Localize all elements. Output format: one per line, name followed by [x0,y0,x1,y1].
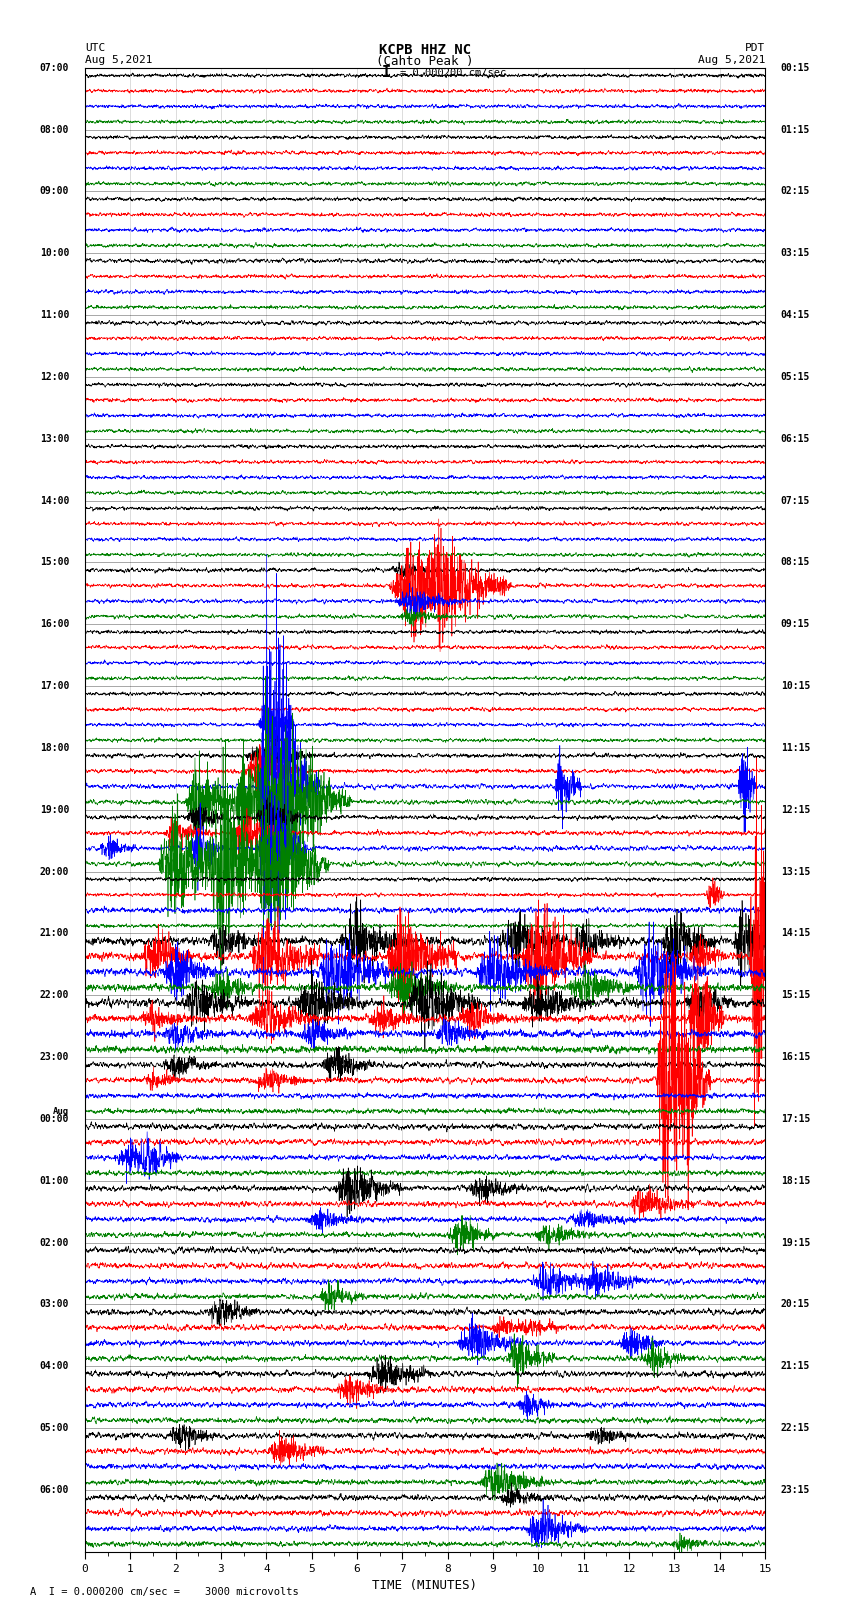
Text: Aug: Aug [53,1107,69,1116]
Text: I: I [382,65,391,81]
Text: 05:00: 05:00 [40,1423,69,1432]
Text: (Cahto Peak ): (Cahto Peak ) [377,55,473,68]
Text: 15:15: 15:15 [781,990,810,1000]
Text: 19:00: 19:00 [40,805,69,815]
Text: 23:00: 23:00 [40,1052,69,1061]
Text: 08:15: 08:15 [781,558,810,568]
Text: 15:00: 15:00 [40,558,69,568]
Text: 04:15: 04:15 [781,310,810,319]
Text: 22:00: 22:00 [40,990,69,1000]
Text: 03:15: 03:15 [781,248,810,258]
Text: 11:00: 11:00 [40,310,69,319]
Text: 05:15: 05:15 [781,373,810,382]
Text: 17:00: 17:00 [40,681,69,690]
Text: 21:00: 21:00 [40,929,69,939]
Text: 17:15: 17:15 [781,1115,810,1124]
Text: 11:15: 11:15 [781,744,810,753]
Text: PDT: PDT [745,44,765,53]
Text: 01:15: 01:15 [781,124,810,134]
Text: 06:15: 06:15 [781,434,810,444]
Text: Aug 5,2021: Aug 5,2021 [85,55,152,65]
X-axis label: TIME (MINUTES): TIME (MINUTES) [372,1579,478,1592]
Text: 00:00: 00:00 [40,1115,69,1124]
Text: 14:00: 14:00 [40,495,69,505]
Text: 12:15: 12:15 [781,805,810,815]
Text: 23:15: 23:15 [781,1486,810,1495]
Text: 07:00: 07:00 [40,63,69,73]
Text: KCPB HHZ NC: KCPB HHZ NC [379,44,471,56]
Text: 06:00: 06:00 [40,1486,69,1495]
Text: 13:15: 13:15 [781,866,810,876]
Text: 10:15: 10:15 [781,681,810,690]
Text: 03:00: 03:00 [40,1300,69,1310]
Text: 08:00: 08:00 [40,124,69,134]
Text: 07:15: 07:15 [781,495,810,505]
Text: Aug 5,2021: Aug 5,2021 [698,55,765,65]
Text: 16:15: 16:15 [781,1052,810,1061]
Text: 16:00: 16:00 [40,619,69,629]
Text: 18:00: 18:00 [40,744,69,753]
Text: 20:15: 20:15 [781,1300,810,1310]
Text: 04:00: 04:00 [40,1361,69,1371]
Text: 10:00: 10:00 [40,248,69,258]
Text: 19:15: 19:15 [781,1237,810,1247]
Text: 13:00: 13:00 [40,434,69,444]
Text: 09:00: 09:00 [40,187,69,197]
Text: 02:00: 02:00 [40,1237,69,1247]
Text: 12:00: 12:00 [40,373,69,382]
Text: 18:15: 18:15 [781,1176,810,1186]
Text: 02:15: 02:15 [781,187,810,197]
Text: 22:15: 22:15 [781,1423,810,1432]
Text: 00:15: 00:15 [781,63,810,73]
Text: 21:15: 21:15 [781,1361,810,1371]
Text: 20:00: 20:00 [40,866,69,876]
Text: = 0.000200 cm/sec: = 0.000200 cm/sec [400,68,506,77]
Text: 09:15: 09:15 [781,619,810,629]
Text: 14:15: 14:15 [781,929,810,939]
Text: A  I = 0.000200 cm/sec =    3000 microvolts: A I = 0.000200 cm/sec = 3000 microvolts [30,1587,298,1597]
Text: 01:00: 01:00 [40,1176,69,1186]
Text: UTC: UTC [85,44,105,53]
